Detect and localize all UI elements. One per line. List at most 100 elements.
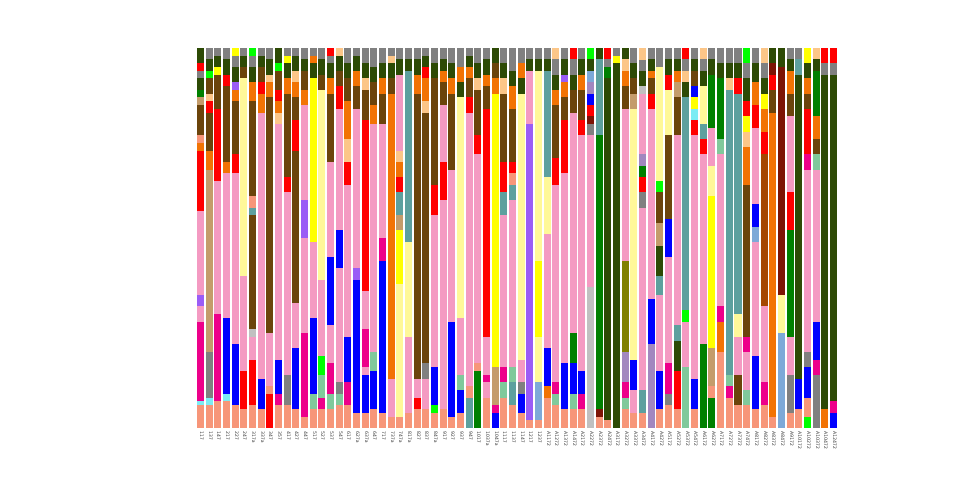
bar-segment [465, 55, 473, 68]
bar-segment [396, 230, 404, 284]
bar-segment [665, 405, 673, 428]
bar-segment [196, 78, 204, 90]
bar-segment [248, 48, 256, 56]
bar-segment [214, 67, 222, 75]
bar-segment [691, 120, 699, 136]
bar-slot [690, 48, 699, 428]
bar-segment [673, 97, 681, 136]
bar-segment [587, 82, 595, 94]
bar-segment [500, 382, 508, 398]
bar-segment [196, 401, 204, 406]
bar-segment [413, 397, 421, 409]
x-tick-label: 937 [458, 431, 464, 440]
bar-segment [318, 355, 326, 375]
bar-segment [205, 112, 213, 151]
stacked-bar [630, 48, 638, 428]
bar-segment [352, 108, 360, 269]
bar-segment [682, 48, 690, 60]
bar-segment [370, 124, 378, 352]
bar-segment [378, 48, 386, 64]
x-tick-label: A2372 [596, 431, 602, 446]
stacked-bar [587, 48, 595, 428]
bar-segment [396, 416, 404, 428]
bar-segment [196, 97, 204, 106]
bar-segment [335, 108, 343, 231]
x-tick-label: A5172 [666, 431, 672, 446]
bar-slot [760, 48, 769, 428]
bar-segment [222, 86, 230, 163]
bar-slot [326, 48, 335, 428]
stacked-bar [196, 48, 204, 428]
x-tick-label: 517 [310, 431, 316, 440]
bar-segment [760, 382, 768, 406]
stacked-bar [795, 48, 803, 428]
bar-segment [803, 154, 811, 170]
bar-segment [743, 184, 751, 337]
bar-segment [803, 108, 811, 155]
bar-segment [639, 390, 647, 413]
bar-segment [630, 48, 638, 64]
bar-segment [378, 63, 386, 79]
bar-segment [691, 108, 699, 121]
bar-segment [517, 93, 525, 360]
bar-segment [821, 48, 829, 64]
bar-slot [404, 48, 413, 428]
bar-segment [786, 48, 794, 60]
bar-segment [387, 378, 395, 417]
bar-segment [231, 154, 239, 174]
bar-segment [205, 405, 213, 428]
bar-segment [743, 63, 751, 79]
bar-segment [465, 78, 473, 98]
bar-segment [760, 93, 768, 109]
bar-segment [396, 150, 404, 163]
x-tick-label: 537 [328, 431, 333, 440]
bar-segment [751, 203, 759, 227]
bar-segment [266, 333, 274, 387]
bar-segment [361, 412, 369, 428]
bar-segment [300, 59, 308, 71]
bar-segment [378, 412, 386, 428]
bar-segment [621, 382, 629, 398]
bar-segment [760, 154, 768, 307]
bar-segment [439, 105, 447, 162]
bar-segment [335, 393, 343, 406]
bar-segment [743, 101, 751, 117]
bar-segment [396, 162, 404, 178]
stacked-bar [344, 48, 352, 428]
stacked-bar [682, 48, 690, 428]
stacked-bar [561, 48, 569, 428]
bar-segment [465, 48, 473, 56]
x-tick-label: 737a [388, 431, 394, 443]
bar-segment [283, 63, 291, 79]
bar-segment [422, 67, 430, 79]
bar-segment [665, 219, 673, 258]
x-tick-label: 357 [275, 431, 281, 440]
stacked-bar [760, 48, 768, 428]
stacked-bar [543, 48, 551, 428]
bar-segment [274, 101, 282, 113]
bar-slot [430, 48, 439, 428]
bar-segment [682, 310, 690, 322]
bar-segment [318, 74, 326, 90]
bar-slot [205, 48, 214, 428]
bar-segment [543, 70, 551, 178]
bar-segment [587, 124, 595, 136]
bar-slot [786, 48, 795, 428]
bar-segment [326, 55, 334, 64]
stacked-bar [673, 48, 681, 428]
bar-segment [630, 108, 638, 360]
bar-segment [474, 63, 482, 79]
bar-segment [734, 374, 742, 406]
bar-segment [760, 108, 768, 132]
bar-segment [630, 412, 638, 428]
bar-segment [639, 207, 647, 391]
bar-segment [777, 48, 785, 67]
bar-segment [439, 162, 447, 200]
bar-slot [742, 48, 751, 428]
stacked-bar [517, 48, 525, 428]
bar-segment [604, 78, 612, 421]
bar-segment [760, 306, 768, 383]
bar-segment [673, 409, 681, 428]
bar-segment [274, 124, 282, 360]
bar-segment [682, 70, 690, 83]
